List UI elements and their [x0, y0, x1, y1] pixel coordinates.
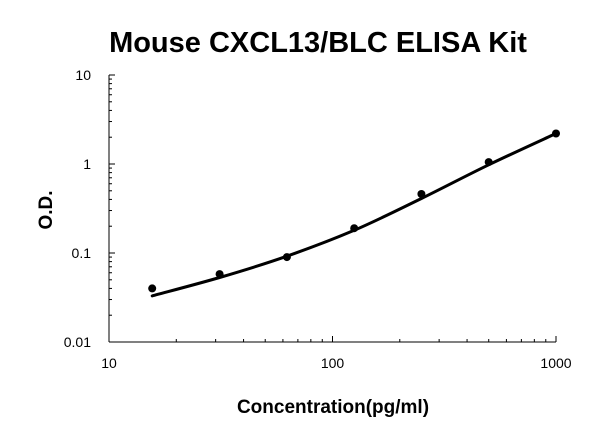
y-tick-label: 0.1 — [72, 245, 92, 261]
y-tick-label: 0.01 — [64, 334, 91, 350]
x-axis-label: Concentration(pg/ml) — [237, 397, 429, 418]
data-point — [148, 284, 157, 293]
fit-curve-layer — [150, 132, 558, 298]
tick-labels: 10 1 0.1 0.01 10 100 1000 — [64, 67, 572, 371]
data-point — [417, 190, 426, 198]
fit-curve — [150, 132, 558, 298]
data-point — [282, 253, 291, 262]
y-tick-label: 10 — [75, 67, 91, 83]
data-point — [552, 129, 560, 138]
x-tick-label: 1000 — [540, 355, 571, 371]
y-axis-label: O.D. — [36, 190, 57, 229]
data-point — [215, 270, 224, 279]
data-points-layer — [148, 129, 560, 293]
x-tick-label: 10 — [101, 355, 117, 371]
axes — [108, 75, 556, 343]
y-tick-label: 1 — [83, 156, 91, 172]
ticks — [108, 74, 557, 343]
data-point — [484, 158, 493, 167]
chart-title: Mouse CXCL13/BLC ELISA Kit — [109, 27, 527, 59]
data-point — [350, 224, 359, 233]
x-tick-label: 100 — [321, 355, 345, 371]
